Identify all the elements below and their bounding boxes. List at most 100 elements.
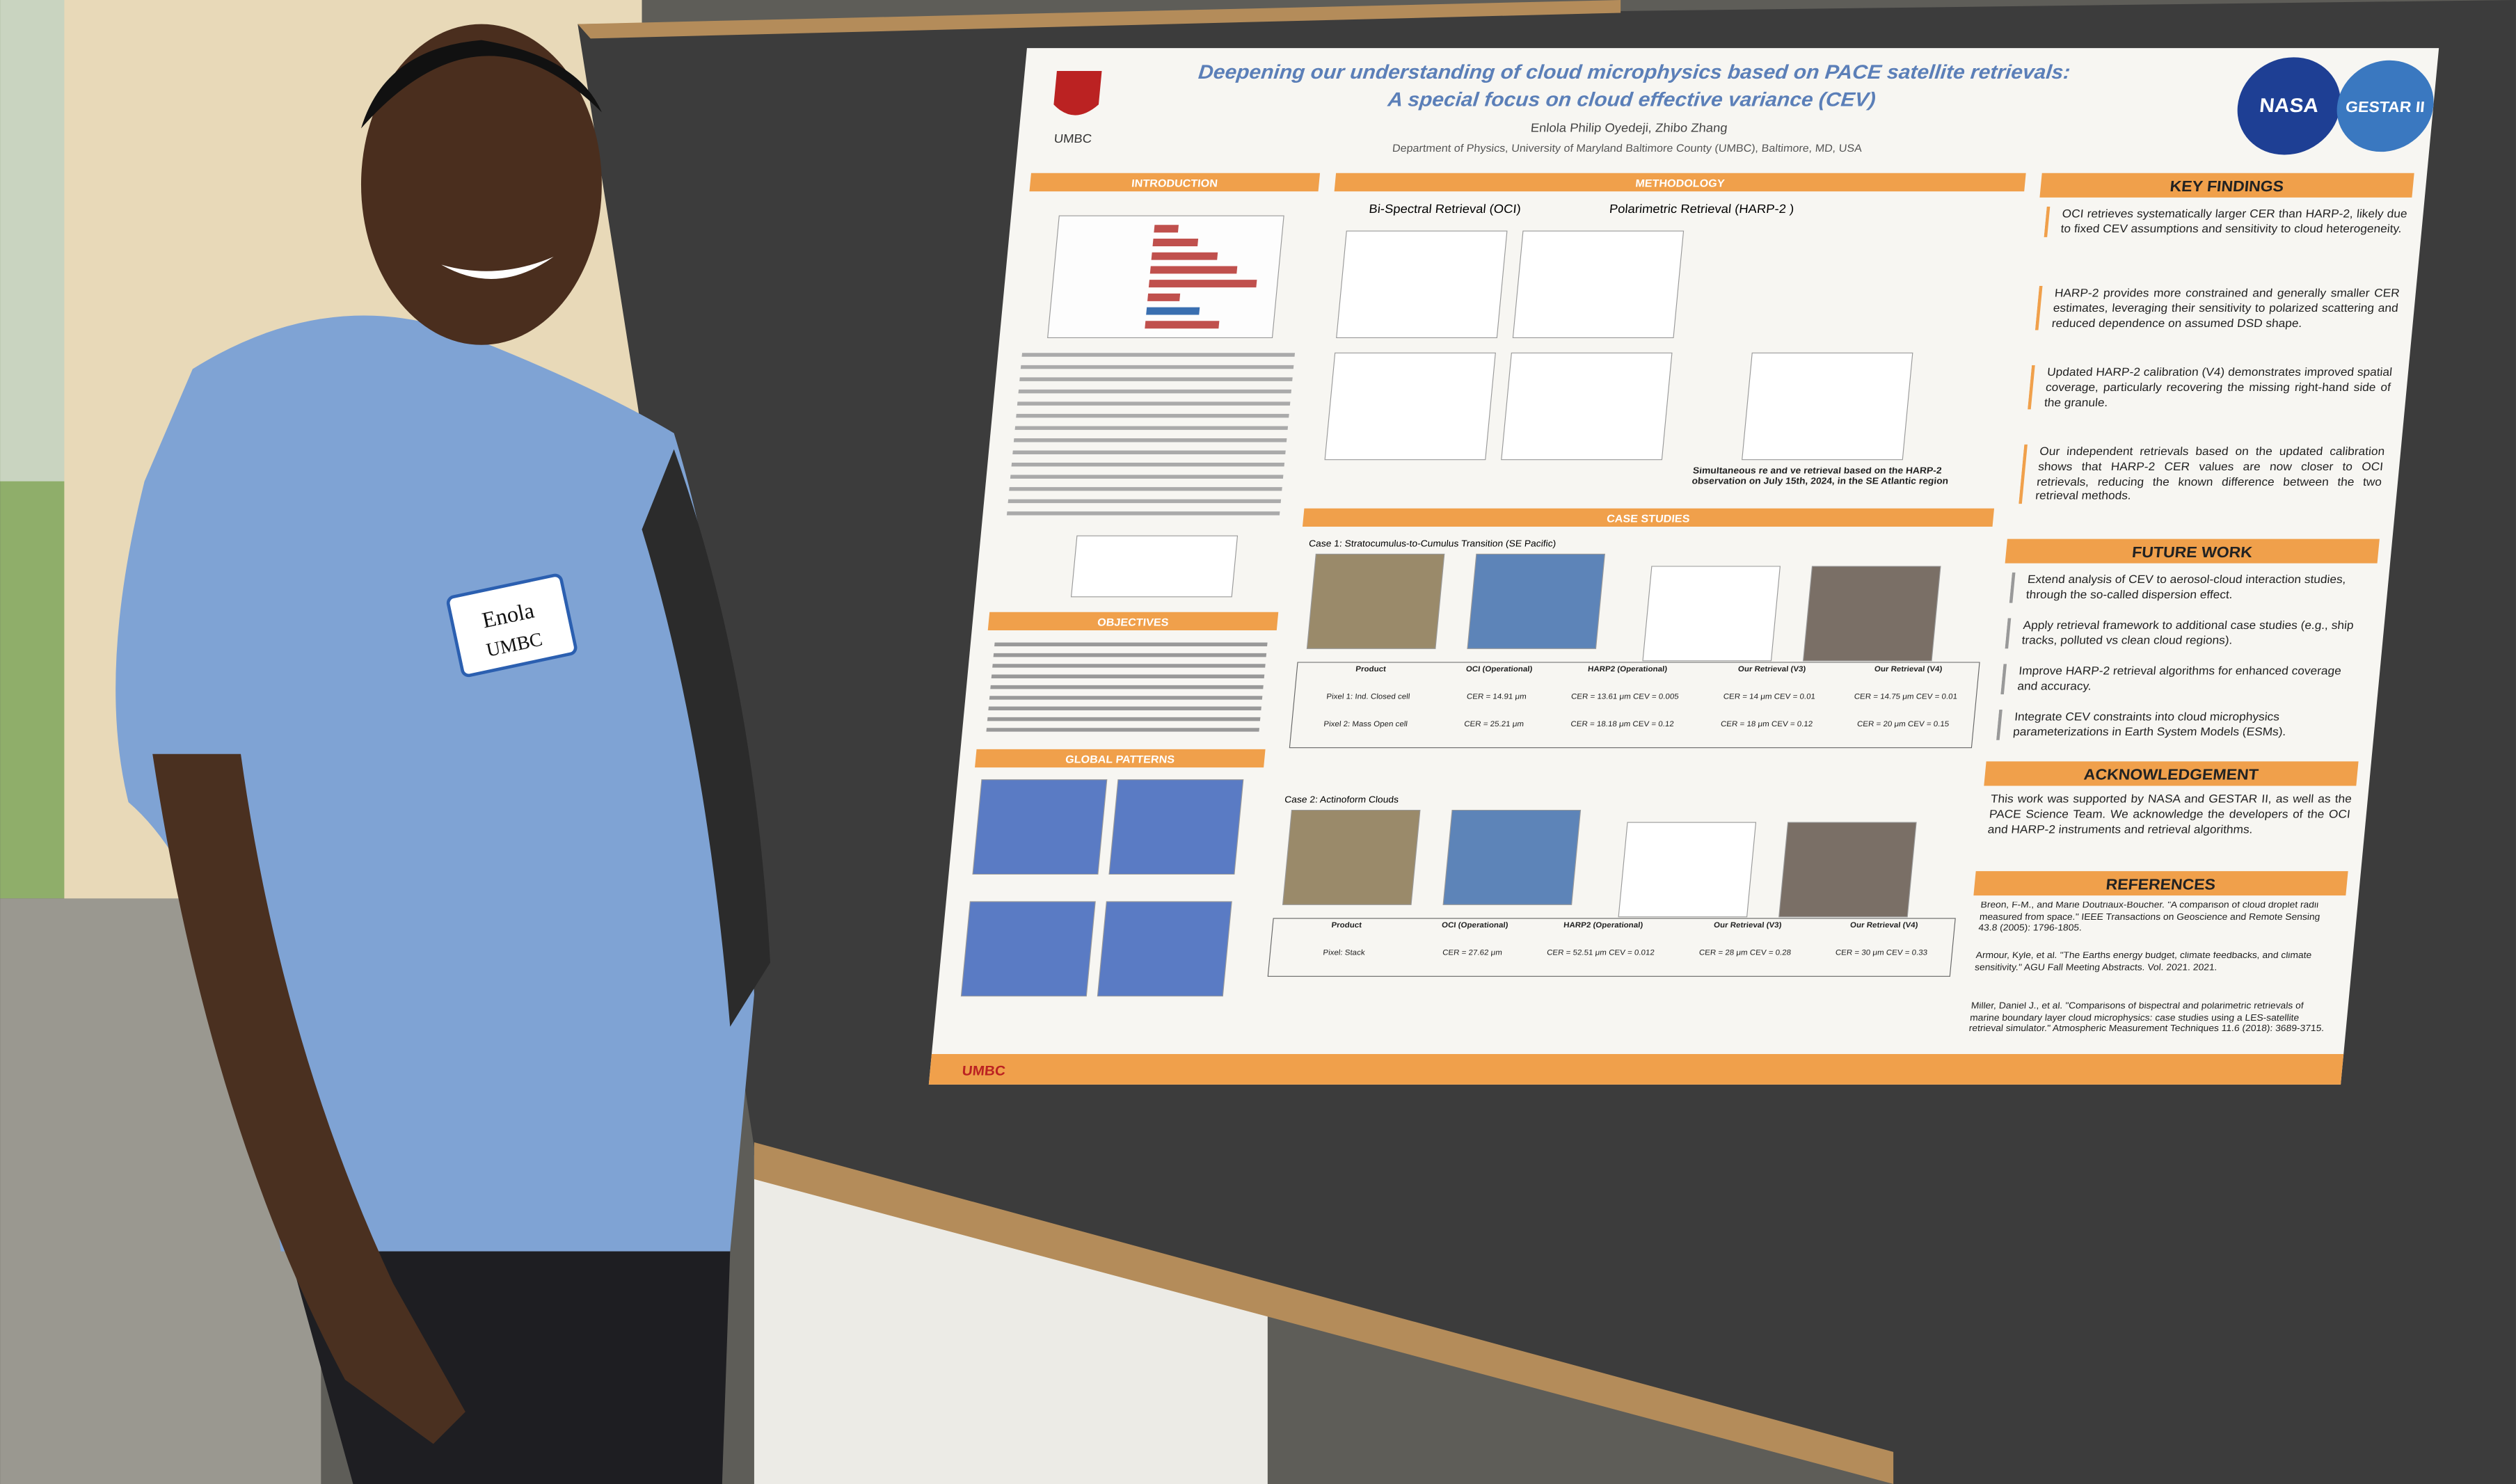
method-plot xyxy=(1336,230,1508,338)
section-heading: METHODOLOGY xyxy=(1635,178,1726,190)
text-placeholder xyxy=(989,696,1263,700)
text-box: Simultaneous re and ve retrieval based o… xyxy=(1691,467,1949,488)
gestar-logo xyxy=(2336,60,2434,152)
intro-plot xyxy=(1070,535,1239,598)
future-item: Improve HARP-2 retrieval algorithms for … xyxy=(2000,664,2365,694)
reference: Miller, Daniel J., et al. "Comparisons o… xyxy=(1968,1002,2325,1035)
table-cell: CER = 14 μm CEV = 0.01 xyxy=(1723,692,1816,702)
text-box: HARP2 (Operational) xyxy=(1587,665,1668,675)
text-box: CER = 13.61 μm CEV = 0.005 xyxy=(1570,693,1679,702)
section-bar xyxy=(975,749,1266,768)
chart-bar xyxy=(1146,307,1200,315)
future-item: Extend analysis of CEV to aerosol-cloud … xyxy=(2009,572,2373,603)
text-box: Our Retrieval (V3) xyxy=(1737,665,1806,674)
method-title: Polarimetric Retrieval (HARP-2 ) xyxy=(1609,202,1794,215)
text-box: Pixel 2: Mass Open cell xyxy=(1323,720,1408,729)
chart-bar xyxy=(1148,280,1257,288)
method-plot xyxy=(1501,352,1673,461)
table-header: HARP2 (Operational) xyxy=(1587,665,1668,675)
section-bar xyxy=(1029,173,1321,192)
table-cell: CER = 52.51 μm CEV = 0.012 xyxy=(1546,948,1655,958)
intro-chart xyxy=(1047,215,1284,338)
text-box: Polarimetric Retrieval (HARP-2 ) xyxy=(1753,228,2021,342)
section-bar xyxy=(1973,871,2348,896)
section-bar xyxy=(987,612,1279,631)
table-frame xyxy=(1289,662,1980,749)
text-box: CER = 52.51 μm CEV = 0.012 xyxy=(1546,948,1655,958)
key-finding: Updated HARP-2 calibration (V4) demonstr… xyxy=(2028,365,2393,410)
text-box: Our Retrieval (V4) xyxy=(1849,921,1919,931)
text-box: Pixel 1: Ind. Closed cell xyxy=(1325,692,1410,702)
poster-footer xyxy=(928,1054,2344,1085)
section-bar xyxy=(1334,173,2026,192)
arm xyxy=(152,753,465,1444)
table-cell: CER = 14.91 μm xyxy=(1466,692,1527,702)
text-placeholder xyxy=(993,653,1267,657)
text-box: This work was supported by NASA and GEST… xyxy=(1987,792,2352,835)
section-heading: CASE STUDIES xyxy=(1606,513,1690,525)
text-placeholder xyxy=(1014,426,1289,430)
text-box: Product xyxy=(1355,665,1387,675)
table-header: HARP2 (Operational) xyxy=(1563,921,1643,931)
case-image xyxy=(1618,822,1757,918)
chart-bar xyxy=(1152,239,1199,246)
future-item: Integrate CEV constraints into cloud mic… xyxy=(1996,709,2361,740)
global-map xyxy=(1108,779,1244,875)
case-image xyxy=(1467,553,1605,649)
text-placeholder xyxy=(992,664,1266,668)
text-placeholder xyxy=(1020,365,1294,369)
text-placeholder xyxy=(994,642,1268,647)
case-title: Case 1: Stratocumulus-to-Cumulus Transit… xyxy=(1309,538,1556,549)
table-header: OCI (Operational) xyxy=(1441,921,1509,931)
section-heading: FUTURE WORK xyxy=(2131,543,2254,560)
text-placeholder xyxy=(1009,487,1282,491)
board-frame xyxy=(578,0,1621,39)
section-bar xyxy=(1302,508,1995,527)
section-heading: KEY FINDINGS xyxy=(2169,178,2285,195)
table-header: Our Retrieval (V4) xyxy=(1849,921,1919,931)
text-box: CER = 25.21 μm xyxy=(1464,720,1524,729)
chart-bar xyxy=(1149,266,1238,274)
table-header: Our Retrieval (V3) xyxy=(1713,921,1783,931)
case-image xyxy=(1306,553,1445,649)
text-placeholder xyxy=(1008,499,1282,504)
table-header: Product xyxy=(1355,665,1387,675)
chart-bar xyxy=(1145,321,1220,329)
text-box: OCI (Operational) xyxy=(1441,921,1509,931)
text-box: Updated HARP-2 calibration (V4) demonstr… xyxy=(2028,365,2393,410)
table-cell: CER = 18.18 μm CEV = 0.12 xyxy=(1570,720,1675,730)
text-placeholder xyxy=(1011,463,1285,467)
text-placeholder xyxy=(988,706,1261,711)
text-placeholder xyxy=(1010,474,1284,479)
section-bar xyxy=(1984,761,2359,786)
text-box: Apply retrieval framework to additional … xyxy=(2005,618,2369,648)
case-image xyxy=(1282,809,1421,905)
text-box: Our Retrieval (V4) xyxy=(1874,665,1943,674)
method-caption: Simultaneous re and ve retrieval based o… xyxy=(1691,467,1949,488)
text-box: Pixel: Stack xyxy=(1323,949,1365,958)
text-box: Miller, Daniel J., et al. "Comparisons o… xyxy=(1968,1002,2325,1035)
text-box: CER = 14.91 μm xyxy=(1466,692,1527,702)
text-placeholder xyxy=(991,674,1265,679)
case-image xyxy=(1802,566,1941,662)
text-box: Integrate CEV constraints into cloud mic… xyxy=(1996,709,2361,740)
table-cell: CER = 30 μm CEV = 0.33 xyxy=(1835,948,1928,958)
case-image xyxy=(1642,566,1781,662)
table-cell: Pixel 1: Ind. Closed cell xyxy=(1325,692,1410,702)
section-heading: OBJECTIVES xyxy=(1097,617,1169,629)
text-box: CER = 14.75 μm CEV = 0.01 xyxy=(1854,693,1958,702)
text-box: Extend analysis of CEV to aerosol-cloud … xyxy=(2009,572,2373,603)
global-map xyxy=(960,901,1096,997)
reference: Armour, Kyle, et al. "The Earths energy … xyxy=(1974,952,2312,973)
chart-bar xyxy=(1151,252,1218,260)
future-item: Apply retrieval framework to additional … xyxy=(2005,618,2369,648)
chart-bar xyxy=(1154,225,1179,233)
global-map xyxy=(1097,901,1232,997)
section-heading: ACKNOWLEDGEMENT xyxy=(2083,766,2259,783)
logo-text: NASA xyxy=(2259,95,2320,117)
person: Enola UMBC xyxy=(116,24,770,1484)
global-map xyxy=(972,779,1108,875)
nasa-logo xyxy=(2237,57,2341,155)
section-heading: REFERENCES xyxy=(2105,876,2216,893)
